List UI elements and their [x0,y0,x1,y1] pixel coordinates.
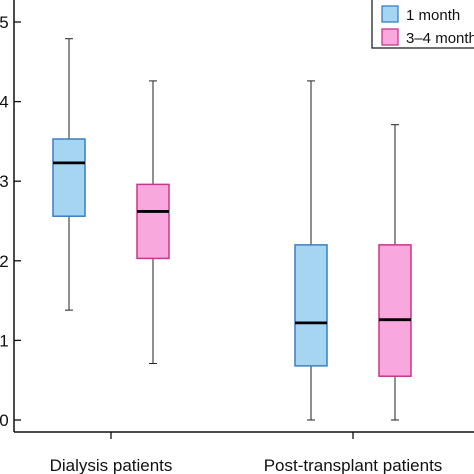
y-tick-label: 0 [0,411,9,430]
legend: 1 month 3–4 months [371,0,474,49]
y-tick-label: 1 [0,331,9,350]
iqr-box [378,244,412,377]
y-tick-label: 5 [0,13,9,32]
y-tick-label: 2 [0,252,9,271]
x-category-label: Dialysis patients [50,456,173,474]
y-tick-label: 3 [0,172,9,191]
iqr-box [294,244,328,367]
legend-swatch [381,28,399,46]
box-series-2-1 [136,80,170,364]
iqr-box [52,138,86,217]
box-series-1-1 [52,38,86,311]
y-tick-label: 4 [0,93,9,112]
box-series-1-2 [294,80,328,421]
box-groups [52,38,412,421]
legend-label: 1 month [406,7,460,24]
x-category-label: Post-transplant patients [264,456,443,474]
legend-label: 3–4 months [406,30,474,47]
legend-swatch [381,5,399,23]
box-series-2-2 [378,124,412,421]
iqr-box [136,183,170,260]
